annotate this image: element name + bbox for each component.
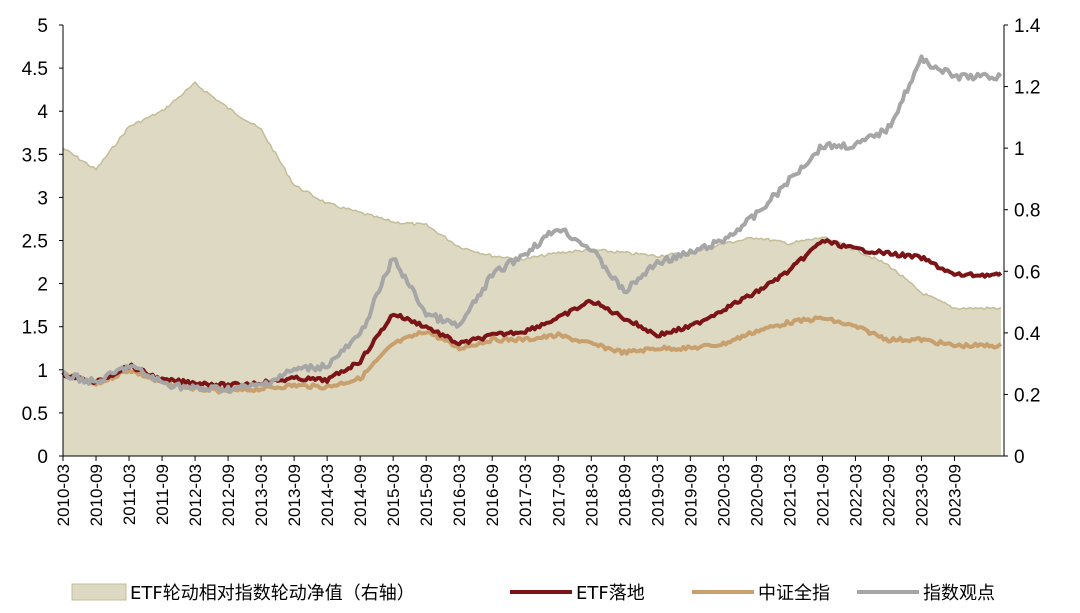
right-tick-label: 0.6 bbox=[1014, 262, 1040, 283]
right-tick-label: 0.2 bbox=[1014, 385, 1040, 406]
right-tick-label: 0 bbox=[1014, 447, 1025, 468]
legend-label: 中证全指 bbox=[758, 583, 830, 604]
legend-swatch-area bbox=[71, 583, 127, 601]
axes: 0 0.5 1 1.5 2 2.5 3 3.5 4 4.5 5 0 0.2 0.4 0.6 0.8 1 1.2 1.… bbox=[22, 16, 1041, 526]
x-tick-label: 2019-03 bbox=[648, 464, 667, 526]
x-tick-label: 2010-03 bbox=[54, 464, 73, 526]
legend: ETF轮动相对指数轮动净值（右轴） ETF落地 中证全指 指数观点 bbox=[71, 583, 995, 604]
left-tick-label: 5 bbox=[37, 16, 48, 37]
x-tick-label: 2022-09 bbox=[879, 464, 898, 526]
right-tick-label: 0.4 bbox=[1014, 324, 1041, 345]
left-tick-label: 3.5 bbox=[22, 145, 48, 166]
x-tick-label: 2014-09 bbox=[351, 464, 370, 526]
x-tick-label: 2011-09 bbox=[153, 464, 172, 525]
x-tick-label: 2021-03 bbox=[780, 464, 799, 526]
x-tick-label: 2011-03 bbox=[120, 464, 139, 525]
right-tick-label: 1.2 bbox=[1014, 78, 1040, 99]
x-tick-label: 2015-03 bbox=[384, 464, 403, 526]
x-tick-label: 2023-09 bbox=[945, 464, 964, 526]
left-tick-label: 4.5 bbox=[22, 59, 48, 80]
legend-label: ETF落地 bbox=[576, 583, 645, 604]
x-tick-label: 2010-09 bbox=[87, 464, 106, 526]
line-series-3 bbox=[61, 54, 1003, 394]
legend-label: ETF轮动相对指数轮动净值（右轴） bbox=[130, 583, 415, 604]
right-tick-label: 1 bbox=[1014, 139, 1025, 160]
x-tick-label: 2012-09 bbox=[219, 464, 238, 526]
x-tick-label: 2018-09 bbox=[615, 464, 634, 526]
legend-label: 指数观点 bbox=[923, 583, 995, 604]
left-tick-label: 1 bbox=[37, 361, 48, 382]
x-tick-label: 2015-09 bbox=[417, 464, 436, 526]
left-tick-label: 4 bbox=[37, 102, 48, 123]
x-tick-label: 2018-03 bbox=[582, 464, 601, 526]
x-tick-label: 2012-03 bbox=[186, 464, 205, 526]
x-tick-label: 2017-03 bbox=[516, 464, 535, 526]
x-tick-label: 2013-03 bbox=[252, 464, 271, 526]
plot-area bbox=[61, 54, 1003, 456]
line-series-1 bbox=[61, 238, 1003, 389]
left-tick-label: 2 bbox=[37, 275, 48, 296]
right-tick-label: 0.8 bbox=[1014, 201, 1040, 222]
x-tick-label: 2014-03 bbox=[318, 464, 337, 526]
x-tick-label: 2020-09 bbox=[747, 464, 766, 526]
area-series-0 bbox=[63, 82, 1001, 456]
x-tick-label: 2016-03 bbox=[450, 464, 469, 526]
x-tick-label: 2013-09 bbox=[285, 464, 304, 526]
x-tick-label: 2023-03 bbox=[912, 464, 931, 526]
x-tick-label: 2022-03 bbox=[846, 464, 865, 526]
x-tick-label: 2019-09 bbox=[681, 464, 700, 526]
left-tick-label: 2.5 bbox=[22, 232, 48, 253]
left-tick-label: 0.5 bbox=[22, 404, 48, 425]
right-tick-label: 1.4 bbox=[1014, 16, 1041, 37]
left-tick-label: 1.5 bbox=[22, 318, 48, 339]
x-tick-label: 2021-09 bbox=[813, 464, 832, 526]
x-tick-label: 2017-09 bbox=[549, 464, 568, 526]
left-tick-label: 0 bbox=[37, 447, 48, 468]
x-tick-label: 2020-03 bbox=[714, 464, 733, 526]
x-tick-label: 2016-09 bbox=[483, 464, 502, 526]
left-tick-label: 3 bbox=[37, 188, 48, 209]
